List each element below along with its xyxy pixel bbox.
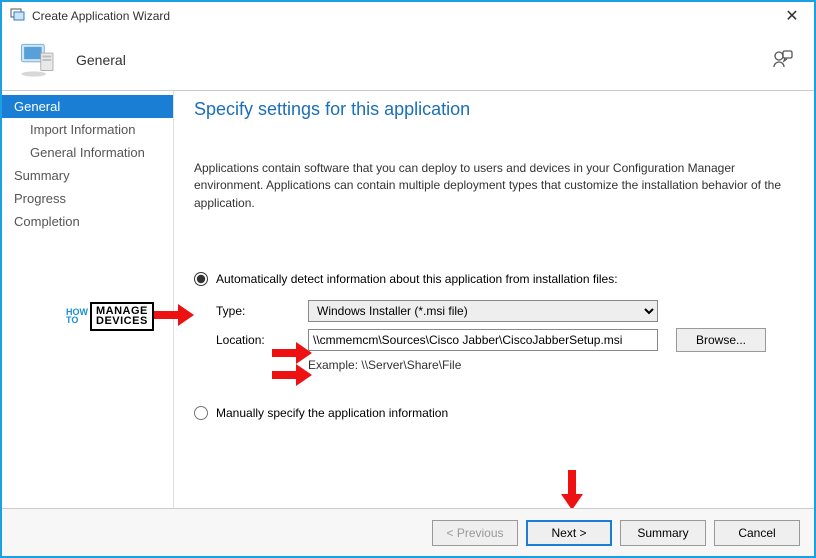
sidebar-item-import-information[interactable]: Import Information: [2, 118, 173, 141]
sidebar-item-general[interactable]: General: [2, 95, 173, 118]
sidebar-item-summary[interactable]: Summary: [2, 164, 173, 187]
location-input[interactable]: [308, 329, 658, 351]
type-field-row: Type: Windows Installer (*.msi file): [216, 300, 786, 322]
previous-button: < Previous: [432, 520, 518, 546]
watermark-to: TO: [66, 316, 88, 324]
close-icon[interactable]: ✕: [778, 6, 806, 26]
title-bar: Create Application Wizard ✕: [2, 2, 814, 30]
radio-auto-detect-label: Automatically detect information about t…: [216, 272, 618, 286]
main-area: General Import Information General Infor…: [2, 90, 814, 508]
watermark-badge: HOW TO MANAGE DEVICES: [66, 302, 154, 331]
location-field-row: Location: Browse...: [216, 328, 786, 352]
sidebar-item-progress[interactable]: Progress: [2, 187, 173, 210]
type-select[interactable]: Windows Installer (*.msi file): [308, 300, 658, 322]
radio-manual-row[interactable]: Manually specify the application informa…: [194, 406, 786, 420]
type-label: Type:: [216, 304, 308, 318]
browse-button[interactable]: Browse...: [676, 328, 766, 352]
wizard-header: General: [2, 30, 814, 90]
page-heading: Specify settings for this application: [194, 99, 786, 120]
sidebar-item-completion[interactable]: Completion: [2, 210, 173, 233]
wizard-app-icon: [10, 8, 26, 24]
sidebar-item-general-information[interactable]: General Information: [2, 141, 173, 164]
wizard-footer: < Previous Next > Summary Cancel: [2, 508, 814, 556]
summary-button[interactable]: Summary: [620, 520, 706, 546]
feedback-icon[interactable]: [770, 48, 794, 72]
window-title: Create Application Wizard: [32, 9, 170, 23]
radio-auto-detect[interactable]: [194, 272, 208, 286]
wizard-content: Specify settings for this application Ap…: [174, 91, 814, 508]
computer-icon: [18, 39, 60, 81]
page-description: Applications contain software that you c…: [194, 160, 786, 212]
radio-manual[interactable]: [194, 406, 208, 420]
cancel-button[interactable]: Cancel: [714, 520, 800, 546]
wizard-sidebar: General Import Information General Infor…: [2, 91, 174, 508]
watermark-line2: DEVICES: [96, 316, 148, 326]
radio-auto-detect-row[interactable]: Automatically detect information about t…: [194, 272, 786, 286]
header-page-name: General: [76, 52, 126, 68]
location-example-text: Example: \\Server\Share\File: [308, 358, 786, 372]
radio-manual-label: Manually specify the application informa…: [216, 406, 448, 420]
location-label: Location:: [216, 333, 308, 347]
next-button[interactable]: Next >: [526, 520, 612, 546]
